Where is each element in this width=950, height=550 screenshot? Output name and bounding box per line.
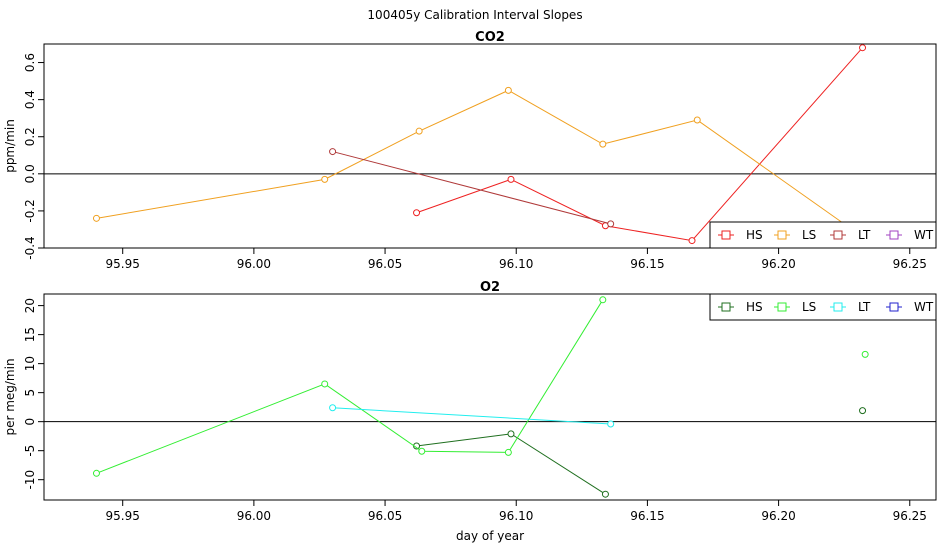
data-point-ls xyxy=(415,127,423,135)
series-line-ls xyxy=(96,299,604,474)
legend-marker-wt xyxy=(889,230,899,240)
panel-title: CO2 xyxy=(475,30,505,45)
data-point-lt xyxy=(607,220,615,228)
x-tick-label: 96.15 xyxy=(630,509,664,523)
legend-marker-lt xyxy=(833,230,843,240)
legend-marker-ls xyxy=(777,230,787,240)
series-line-ls xyxy=(96,89,866,240)
panel-o2: O2 95.95 96.00 96.05 96.10 96.15 96.20 96.25 -10… xyxy=(3,280,937,543)
y-tick-label: 0.6 xyxy=(23,53,37,72)
x-tick-label: 96.10 xyxy=(499,257,533,271)
x-axis-label: day of year xyxy=(456,529,524,543)
y-tick-label: 5 xyxy=(23,389,37,397)
legend: HS LS LT WT xyxy=(709,221,937,249)
data-point-ls xyxy=(418,447,426,455)
data-point-ls xyxy=(504,448,512,456)
legend-label-hs: HS xyxy=(746,300,763,314)
legend-label-lt: LT xyxy=(858,228,871,242)
data-point-hs xyxy=(413,209,421,217)
data-point-ls xyxy=(92,214,100,222)
series-group xyxy=(92,296,869,498)
x-tick-label: 96.05 xyxy=(368,257,402,271)
data-point-hs xyxy=(688,237,696,245)
legend-label-ls: LS xyxy=(802,228,816,242)
legend-marker-wt xyxy=(889,302,899,312)
data-point-ls xyxy=(861,350,869,358)
series-line-hs xyxy=(416,433,606,495)
series-line-lt xyxy=(332,151,611,225)
x-tick-label: 96.20 xyxy=(761,509,795,523)
series-line-lt xyxy=(332,407,611,425)
data-point-lt xyxy=(607,420,615,428)
y-tick-label: 20 xyxy=(23,298,37,313)
x-tick-label: 96.25 xyxy=(893,257,927,271)
y-tick-label: -5 xyxy=(23,445,37,457)
legend-label-wt: WT xyxy=(914,228,934,242)
y-axis-label: per meg/min xyxy=(3,358,17,435)
y-axis-label: ppm/min xyxy=(3,119,17,173)
data-point-ls xyxy=(599,140,607,148)
series-line-hs xyxy=(416,47,863,242)
data-point-ls xyxy=(321,175,329,183)
plot-frame xyxy=(43,293,937,501)
x-tick-label: 96.00 xyxy=(237,509,271,523)
x-tick-label: 95.95 xyxy=(106,509,140,523)
legend-label-hs: HS xyxy=(746,228,763,242)
y-tick-label: -10 xyxy=(23,470,37,490)
legend-label-ls: LS xyxy=(802,300,816,314)
series-group xyxy=(92,44,869,245)
data-point-lt xyxy=(329,404,337,412)
legend-box xyxy=(709,221,937,249)
y-tick-label: 0.4 xyxy=(23,90,37,109)
x-tick-label: 96.25 xyxy=(893,509,927,523)
data-point-hs xyxy=(601,490,609,498)
y-tick-label: 0 xyxy=(23,418,37,426)
plot-frame xyxy=(43,43,937,249)
y-tick-label: 0.0 xyxy=(23,164,37,183)
y-tick-label: 10 xyxy=(23,356,37,371)
y-tick-label: 15 xyxy=(23,327,37,342)
data-point-lt xyxy=(329,148,337,156)
legend-marker-hs xyxy=(721,302,731,312)
x-tick-label: 96.10 xyxy=(499,509,533,523)
legend-marker-ls xyxy=(777,302,787,312)
x-tick-label: 96.15 xyxy=(630,257,664,271)
data-point-ls xyxy=(504,86,512,94)
x-tick-label: 96.20 xyxy=(761,257,795,271)
x-tick-label: 96.05 xyxy=(368,509,402,523)
data-point-hs xyxy=(859,407,867,415)
data-point-ls xyxy=(693,116,701,124)
panel-co2: CO2 95.95 96.00 96.05 96.10 96.15 96.20 96.25 -0… xyxy=(3,30,937,271)
x-tick-label: 95.95 xyxy=(106,257,140,271)
y-tick-label: -0.2 xyxy=(23,199,37,222)
data-point-hs xyxy=(859,44,867,52)
figure-suptitle: 100405y Calibration Interval Slopes xyxy=(367,8,582,22)
legend-box xyxy=(709,293,937,321)
data-point-ls xyxy=(599,296,607,304)
legend-marker-lt xyxy=(833,302,843,312)
panel-title: O2 xyxy=(480,280,500,295)
legend-label-wt: WT xyxy=(914,300,934,314)
data-point-ls xyxy=(321,380,329,388)
x-tick-label: 96.00 xyxy=(237,257,271,271)
data-point-hs xyxy=(507,430,515,438)
legend: HS LS LT WT xyxy=(709,293,937,321)
data-point-ls xyxy=(92,469,100,477)
legend-label-lt: LT xyxy=(858,300,871,314)
y-tick-label: -0.4 xyxy=(23,236,37,259)
data-point-hs xyxy=(507,175,515,183)
y-tick-label: 0.2 xyxy=(23,127,37,146)
legend-marker-hs xyxy=(721,230,731,240)
